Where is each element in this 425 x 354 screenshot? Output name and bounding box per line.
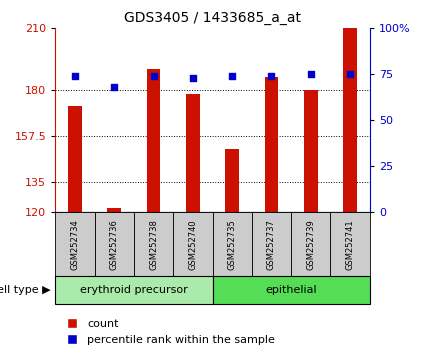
Point bbox=[111, 84, 118, 90]
Point bbox=[229, 73, 235, 79]
Text: GSM252734: GSM252734 bbox=[71, 219, 79, 270]
Bar bbox=[94, 212, 134, 276]
Bar bbox=[304, 90, 317, 212]
Bar bbox=[147, 69, 160, 212]
Text: cell type ▶: cell type ▶ bbox=[0, 285, 51, 295]
Bar bbox=[55, 212, 94, 276]
Bar bbox=[212, 212, 252, 276]
Bar bbox=[173, 212, 212, 276]
Bar bbox=[212, 276, 370, 304]
Bar bbox=[108, 208, 121, 212]
Point bbox=[307, 72, 314, 77]
Text: GSM252740: GSM252740 bbox=[188, 219, 197, 270]
Text: erythroid precursor: erythroid precursor bbox=[80, 285, 188, 295]
Bar bbox=[68, 106, 82, 212]
Text: GSM252739: GSM252739 bbox=[306, 219, 315, 270]
Text: GSM252736: GSM252736 bbox=[110, 219, 119, 270]
Point bbox=[347, 72, 354, 77]
Bar bbox=[186, 94, 200, 212]
Bar bbox=[55, 276, 212, 304]
Title: GDS3405 / 1433685_a_at: GDS3405 / 1433685_a_at bbox=[124, 11, 301, 24]
Point bbox=[150, 73, 157, 79]
Point bbox=[268, 73, 275, 79]
Text: GSM252737: GSM252737 bbox=[267, 219, 276, 270]
Point bbox=[190, 75, 196, 81]
Text: GSM252741: GSM252741 bbox=[346, 219, 354, 270]
Bar bbox=[343, 28, 357, 212]
Bar bbox=[252, 212, 291, 276]
Bar bbox=[265, 78, 278, 212]
Point bbox=[71, 73, 78, 79]
Text: GSM252738: GSM252738 bbox=[149, 219, 158, 270]
Text: epithelial: epithelial bbox=[265, 285, 317, 295]
Bar bbox=[225, 149, 239, 212]
Text: GSM252735: GSM252735 bbox=[228, 219, 237, 270]
Legend: count, percentile rank within the sample: count, percentile rank within the sample bbox=[61, 319, 275, 345]
Bar bbox=[134, 212, 173, 276]
Bar bbox=[291, 212, 331, 276]
Bar bbox=[331, 212, 370, 276]
